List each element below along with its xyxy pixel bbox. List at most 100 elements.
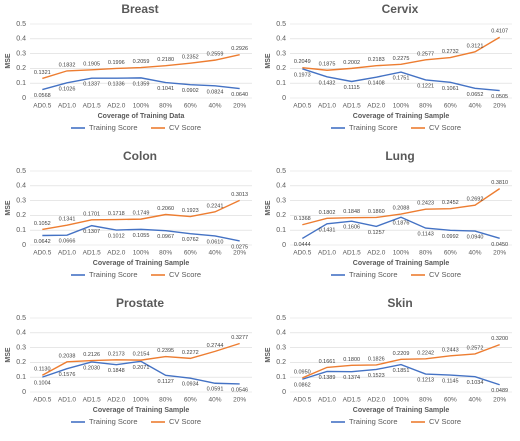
x-tick-label: 80% — [159, 397, 172, 404]
data-label: 0.2030 — [83, 365, 100, 371]
y-axis-label: MSE — [5, 200, 12, 216]
x-tick-label: 80% — [159, 103, 172, 110]
y-tick-label: 0.3 — [276, 344, 286, 351]
series-line — [302, 188, 501, 226]
data-label: 0.1012 — [108, 233, 125, 239]
y-tick-label: 0 — [22, 389, 26, 396]
data-label: 0.0546 — [231, 387, 248, 393]
x-tick-label: 80% — [419, 397, 432, 404]
data-label: 0.2272 — [182, 350, 199, 356]
y-tick-label: 0.1 — [276, 227, 286, 234]
y-axis-label: MSE — [265, 200, 272, 216]
x-tick-label: AD0.5 — [33, 250, 51, 257]
x-tick-label: 20% — [493, 250, 506, 257]
series-line — [42, 77, 240, 91]
x-tick-label: 20% — [493, 397, 506, 404]
data-label: 0.2002 — [343, 60, 360, 66]
data-label: 0.1389 — [319, 375, 336, 381]
data-label: 0.0967 — [157, 234, 174, 240]
data-label: 0.0640 — [231, 92, 248, 98]
data-label: 0.1055 — [133, 233, 150, 239]
data-label: 0.1221 — [417, 83, 434, 89]
data-label: 0.1826 — [368, 356, 385, 362]
x-tick-label: 60% — [444, 250, 457, 257]
data-label: 0.3013 — [231, 192, 248, 198]
legend-label: Training Score — [349, 123, 398, 132]
legend-label: Training Score — [349, 270, 398, 279]
data-label: 0.2732 — [442, 49, 459, 55]
data-label: 0.1996 — [108, 60, 125, 66]
data-label: 0.1130 — [34, 367, 50, 373]
data-label: 0.1359 — [133, 81, 150, 87]
x-tick-label: 40% — [208, 250, 221, 257]
legend-label: CV Score — [429, 270, 461, 279]
y-tick-label: 0.2 — [276, 359, 286, 366]
data-label: 0.1876 — [393, 221, 410, 227]
data-label: 0.1337 — [83, 82, 100, 88]
y-tick-label: 0.5 — [16, 168, 26, 175]
x-tick-label: AD1.0 — [318, 103, 336, 110]
data-label: 0.1257 — [368, 230, 385, 236]
data-label: 0.2744 — [207, 343, 224, 349]
x-tick-label: AD0.5 — [293, 397, 311, 404]
data-label: 0.1848 — [108, 368, 125, 374]
data-label: 0.2692 — [467, 197, 484, 203]
data-label: 0.0275 — [231, 244, 248, 250]
data-label: 0.0992 — [442, 234, 459, 240]
chart-title: Colon — [123, 149, 157, 163]
y-tick-label: 0.5 — [276, 315, 286, 322]
legend-label: Training Score — [349, 417, 398, 426]
data-label: 0.1523 — [368, 373, 385, 379]
data-label: 0.0762 — [182, 237, 199, 243]
data-label: 0.1368 — [294, 216, 311, 222]
y-tick-label: 0.1 — [276, 374, 286, 381]
data-label: 0.1061 — [442, 86, 459, 92]
data-label: 0.0505 — [491, 94, 508, 100]
x-axis-label: Coverage of Training Data — [98, 113, 185, 120]
data-label: 0.3121 — [467, 43, 484, 49]
series-line — [42, 199, 240, 231]
x-tick-label: 80% — [419, 250, 432, 257]
data-label: 0.1802 — [319, 210, 336, 216]
x-tick-label: 20% — [233, 397, 246, 404]
data-label: 0.1034 — [467, 380, 484, 386]
data-label: 0.2049 — [294, 59, 311, 65]
y-tick-label: 0.2 — [276, 65, 286, 72]
data-label: 0.2154 — [133, 352, 150, 358]
series-line — [302, 343, 500, 379]
data-label: 0.3810 — [491, 180, 508, 186]
series-line — [301, 216, 500, 240]
legend-label: CV Score — [169, 270, 201, 279]
data-label: 0.1004 — [34, 381, 51, 387]
x-tick-label: 20% — [233, 103, 246, 110]
y-tick-label: 0.3 — [276, 50, 286, 57]
x-tick-label: AD1.0 — [58, 250, 76, 257]
data-label: 0.1336 — [108, 82, 125, 88]
series-line — [302, 36, 501, 71]
chart-title: Prostate — [116, 296, 164, 310]
y-tick-label: 0.5 — [276, 168, 286, 175]
x-tick-label: 100% — [133, 397, 150, 404]
x-tick-label: AD2.0 — [107, 103, 125, 110]
data-label: 0.2577 — [417, 51, 434, 57]
data-label: 0.2242 — [417, 350, 434, 356]
data-label: 0.0642 — [34, 239, 51, 245]
data-label: 0.0568 — [34, 93, 51, 99]
series-line — [41, 342, 240, 376]
x-tick-label: 100% — [393, 103, 410, 110]
data-label: 0.2241 — [207, 203, 224, 209]
y-tick-label: 0.4 — [276, 36, 286, 43]
data-label: 0.2443 — [442, 347, 459, 353]
y-tick-label: 0 — [282, 389, 286, 396]
x-tick-label: 100% — [393, 250, 410, 257]
legend-label: Training Score — [89, 270, 138, 279]
data-label: 0.1026 — [59, 86, 76, 92]
x-tick-label: AD1.0 — [318, 397, 336, 404]
data-label: 0.2059 — [133, 59, 150, 65]
data-label: 0.1143 — [417, 232, 433, 238]
data-label: 0.1718 — [108, 211, 125, 217]
data-label: 0.1851 — [393, 368, 410, 374]
x-axis-label: Coverage of Training Sample — [93, 407, 190, 414]
y-tick-label: 0.1 — [16, 374, 26, 381]
